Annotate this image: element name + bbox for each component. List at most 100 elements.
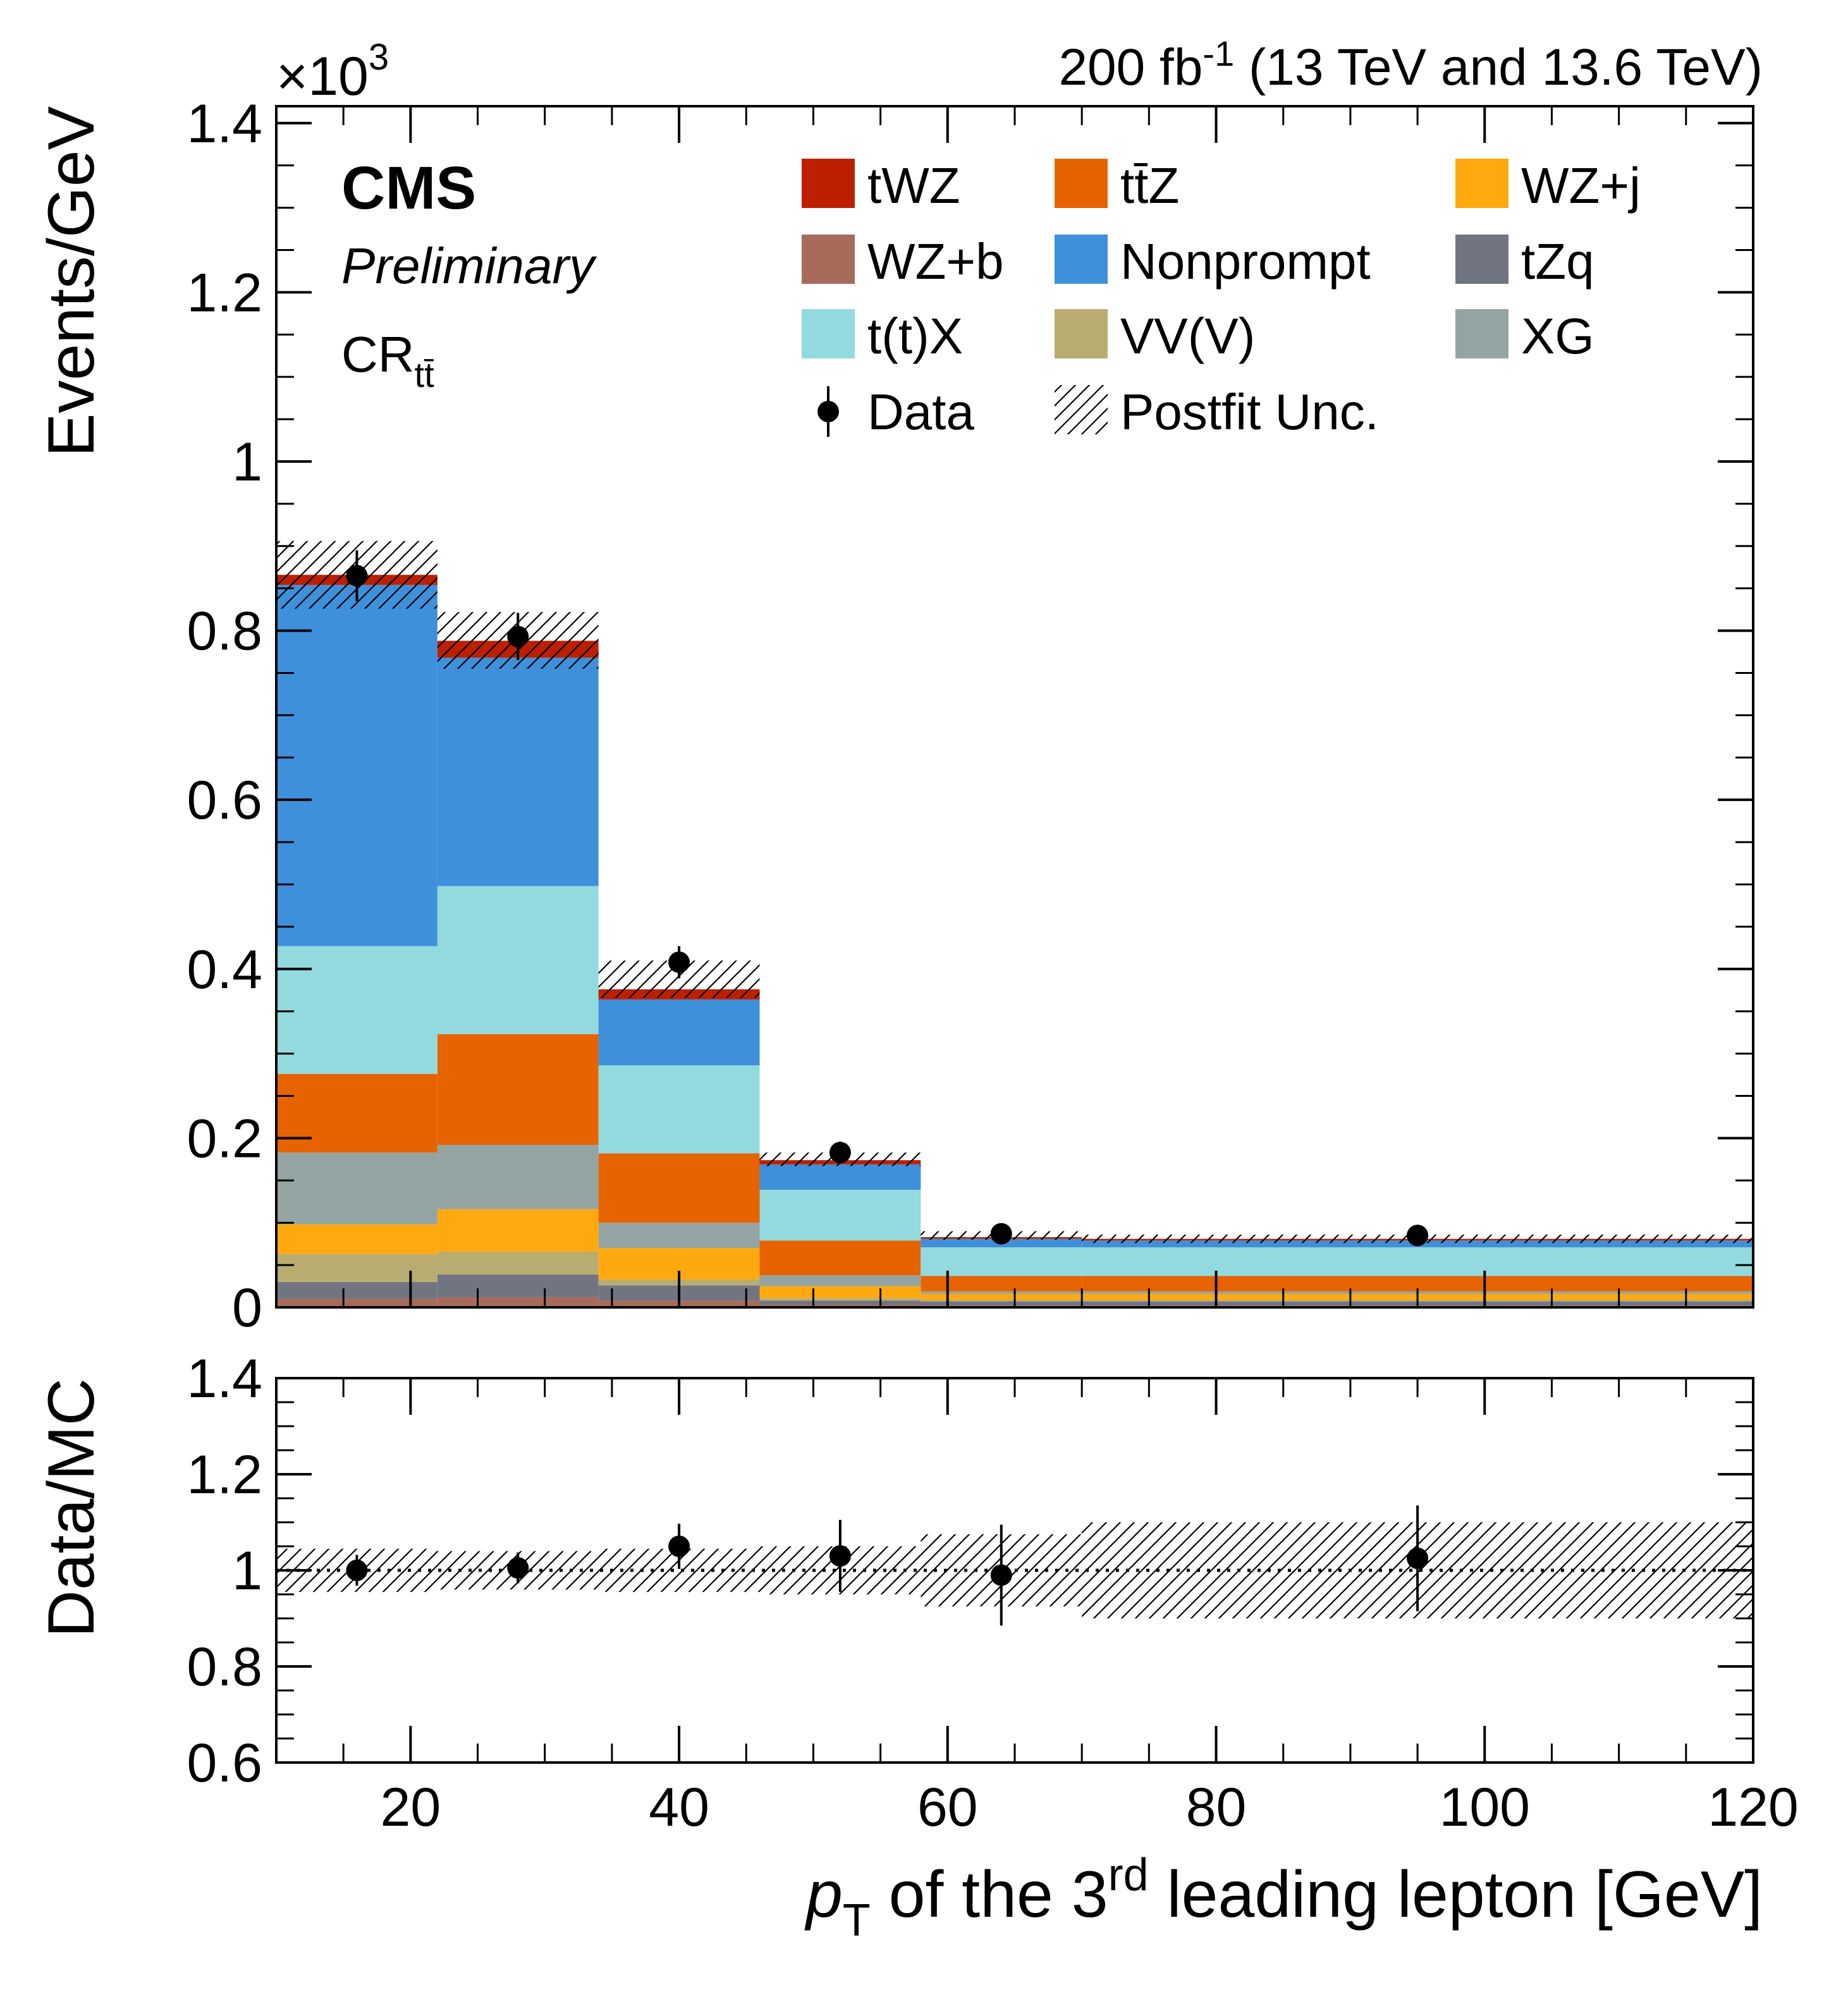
legend-label-tt-z: tt̄Z [1120, 157, 1179, 214]
x-axis-label: pT of the 3rd leading lepton [GeV] [804, 1850, 1763, 1946]
legend-label-data: Data [867, 384, 974, 440]
bar-xg-bin-3 [759, 1275, 921, 1286]
bar-wz-j-bin-3 [759, 1286, 921, 1298]
ratio-x-tick-label: 120 [1708, 1777, 1799, 1838]
ratio-point-1 [507, 1557, 529, 1579]
bar-t-t-x-bin-2 [598, 1065, 760, 1154]
data-point-0 [346, 565, 368, 587]
bar-t-t-x-bin-3 [759, 1190, 921, 1241]
top-y-tick-label: 0.2 [187, 1108, 262, 1169]
bar-tzq-bin-0 [276, 1281, 438, 1299]
legend-label-vv-v: VV(V) [1120, 308, 1255, 364]
bar-xg-bin-2 [598, 1223, 760, 1249]
legend-swatch-t-t-x [802, 309, 855, 358]
legend-label-postfit-unc: Postfit Unc. [1120, 384, 1379, 440]
ratio-y-tick-label: 0.8 [187, 1637, 262, 1697]
legend-swatch-tzq [1455, 235, 1508, 284]
ratio-y-tick-label: 1.2 [187, 1445, 262, 1505]
top-y-tick-label: 0.4 [187, 939, 262, 1000]
ratio-point-2 [668, 1536, 690, 1557]
legend-swatch-tt-z [1055, 159, 1108, 208]
ratio-x-tick-label: 80 [1186, 1777, 1247, 1838]
ratio-x-ticks: 20 40 60 80 100 120 [275, 1378, 1799, 1838]
legend-swatch-wz-b [802, 235, 855, 284]
luminosity-label: 200 fb-1 (13 TeV and 13.6 TeV) [1058, 34, 1763, 96]
bar-wz-j-bin-4 [921, 1293, 1082, 1300]
bar-vv-v-bin-4 [921, 1299, 1082, 1302]
region-label: CRtt̄ [341, 326, 434, 394]
data-point-2 [668, 951, 690, 974]
ratio-point-3 [829, 1545, 851, 1567]
data-point-1 [507, 625, 529, 647]
top-x-ticks [275, 106, 1754, 1307]
top-y-tick-label: 0 [232, 1278, 262, 1338]
legend-swatch-twz [802, 159, 855, 208]
bar-vv-v-bin-1 [437, 1251, 599, 1274]
ratio-point-5 [1407, 1548, 1429, 1569]
ratio-y-tick-label: 1.4 [187, 1348, 262, 1409]
legend-swatch-wz-j [1455, 159, 1508, 208]
bar-nonprompt-bin-3 [759, 1164, 921, 1190]
bar-tt-z-bin-3 [759, 1240, 921, 1276]
ratio-x-tick-label: 60 [917, 1777, 978, 1838]
legend-swatch-vv-v [1055, 309, 1108, 358]
bar-tt-z-bin-2 [598, 1153, 760, 1223]
top-y-tick-label: 0.8 [187, 601, 262, 662]
bar-tzq-bin-1 [437, 1274, 599, 1297]
ratio-y-tick-label: 0.6 [187, 1733, 262, 1793]
bar-tt-z-bin-0 [276, 1073, 438, 1153]
legend-data-marker [817, 401, 839, 422]
data-point-3 [829, 1142, 851, 1164]
bar-tzq-bin-3 [759, 1300, 921, 1305]
top-y-tick-label: 1 [232, 432, 262, 492]
bar-wz-j-bin-0 [276, 1224, 438, 1254]
ratio-point-0 [346, 1560, 368, 1581]
ratio-point-4 [990, 1564, 1012, 1586]
bar-nonprompt-bin-0 [276, 585, 438, 946]
bar-t-t-x-bin-1 [437, 886, 599, 1034]
top-y-axis-label: Events/GeV [35, 106, 108, 457]
ratio-points [346, 1505, 1429, 1626]
bar-nonprompt-bin-2 [598, 999, 760, 1066]
legend-label-twz: tWZ [867, 157, 960, 214]
top-y-tick-label: 0.6 [187, 770, 262, 831]
top-y-ticks: 0 0.2 0.4 0.6 0.8 1 1.2 1.4 [187, 94, 1753, 1338]
top-panel: 0 0.2 0.4 0.6 0.8 1 1.2 1.4 Events/GeV CMS Prel… [35, 94, 1754, 1338]
bar-wz-b-bin-3 [759, 1304, 921, 1307]
ratio-x-tick-label: 20 [381, 1777, 441, 1838]
legend-label-wz-j: WZ+j [1521, 157, 1641, 214]
bar-wz-b-bin-1 [437, 1297, 599, 1307]
ratio-panel: 0.6 0.8 1 1.2 1.4 20 40 60 80 100 120 Data/MC [35, 1348, 1799, 1838]
ratio-x-tick-label: 40 [649, 1777, 709, 1838]
legend: tWZ tt̄Z WZ+j WZ+b Nonprompt tZq t(t)X VV(V) XG D… [802, 157, 1641, 440]
data-points [346, 550, 1429, 1247]
bar-tzq-bin-4 [921, 1301, 1082, 1306]
bar-nonprompt-bin-1 [437, 657, 599, 886]
cms-label: CMS [341, 154, 476, 222]
ratio-x-tick-label: 100 [1440, 1777, 1531, 1838]
top-y-tick-label: 1.4 [187, 94, 262, 154]
legend-swatch-postfit-unc [1055, 385, 1108, 434]
ratio-y-ticks: 0.6 0.8 1 1.2 1.4 [187, 1348, 1753, 1793]
bar-t-t-x-bin-5 [1082, 1247, 1753, 1276]
top-y-tick-label: 1.2 [187, 262, 262, 323]
legend-swatch-xg [1455, 309, 1508, 358]
bar-t-t-x-bin-4 [921, 1247, 1082, 1276]
bar-vv-v-bin-0 [276, 1254, 438, 1282]
legend-label-xg: XG [1521, 308, 1594, 364]
legend-label-wz-b: WZ+b [867, 233, 1004, 290]
legend-label-t-t-x: t(t)X [867, 308, 963, 364]
bar-wz-j-bin-1 [437, 1209, 599, 1252]
bar-wz-b-bin-0 [276, 1298, 438, 1307]
legend-swatch-nonprompt [1055, 235, 1108, 284]
preliminary-label: Preliminary [341, 238, 597, 294]
bar-vv-v-bin-3 [759, 1298, 921, 1301]
bar-xg-bin-4 [921, 1291, 1082, 1294]
data-point-5 [1407, 1225, 1429, 1247]
bar-tt-z-bin-4 [921, 1276, 1082, 1292]
stacked-histogram [276, 575, 1753, 1307]
bar-tt-z-bin-1 [437, 1034, 599, 1146]
bar-t-t-x-bin-0 [276, 946, 438, 1074]
bar-xg-bin-1 [437, 1145, 599, 1209]
